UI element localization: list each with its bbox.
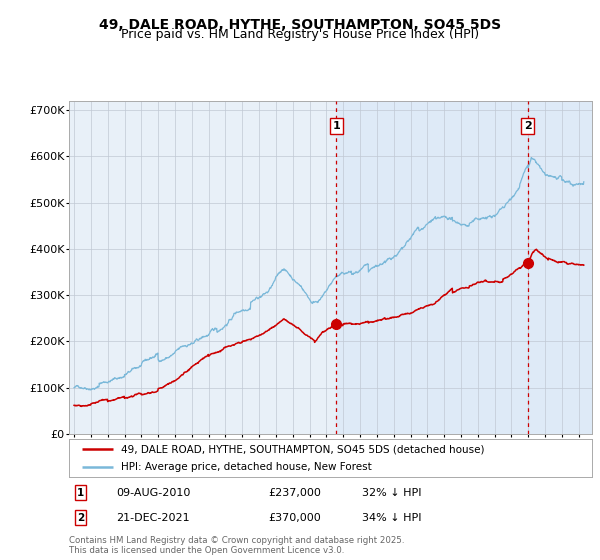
Text: 2: 2 <box>524 121 532 131</box>
Text: 32% ↓ HPI: 32% ↓ HPI <box>362 488 421 498</box>
Text: 2: 2 <box>77 513 84 523</box>
Text: 1: 1 <box>77 488 84 498</box>
Text: 49, DALE ROAD, HYTHE, SOUTHAMPTON, SO45 5DS: 49, DALE ROAD, HYTHE, SOUTHAMPTON, SO45 … <box>99 18 501 32</box>
Text: 34% ↓ HPI: 34% ↓ HPI <box>362 513 421 523</box>
Bar <box>337 101 600 434</box>
Text: 09-AUG-2010: 09-AUG-2010 <box>116 488 190 498</box>
Text: HPI: Average price, detached house, New Forest: HPI: Average price, detached house, New … <box>121 462 372 472</box>
Text: £237,000: £237,000 <box>268 488 320 498</box>
Text: 49, DALE ROAD, HYTHE, SOUTHAMPTON, SO45 5DS (detached house): 49, DALE ROAD, HYTHE, SOUTHAMPTON, SO45 … <box>121 444 485 454</box>
Text: £370,000: £370,000 <box>268 513 320 523</box>
Text: 21-DEC-2021: 21-DEC-2021 <box>116 513 190 523</box>
Text: Price paid vs. HM Land Registry's House Price Index (HPI): Price paid vs. HM Land Registry's House … <box>121 28 479 41</box>
Text: Contains HM Land Registry data © Crown copyright and database right 2025.
This d: Contains HM Land Registry data © Crown c… <box>69 536 404 556</box>
Text: 1: 1 <box>332 121 340 131</box>
